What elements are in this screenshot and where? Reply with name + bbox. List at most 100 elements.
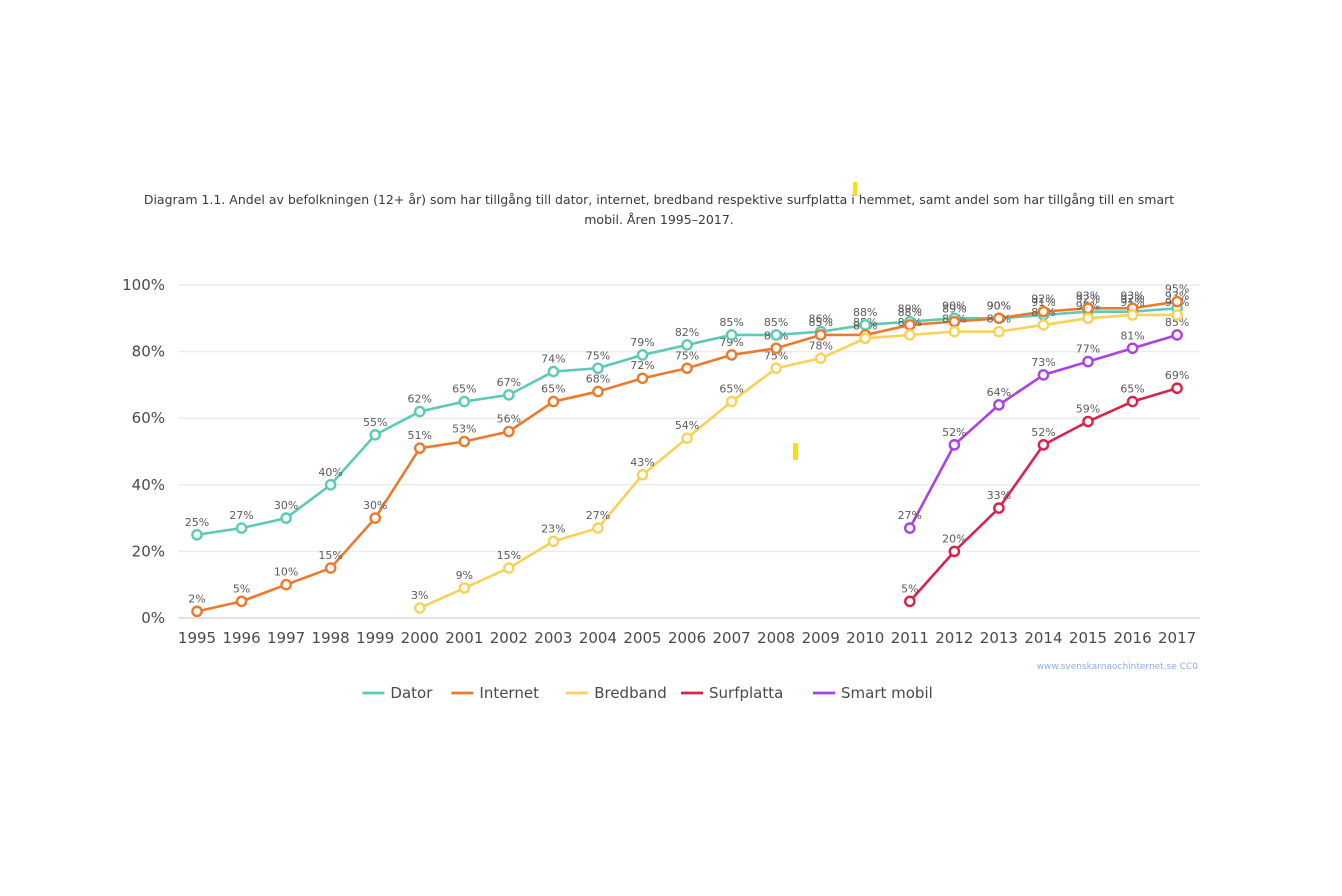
data-label-internet: 79% [719, 336, 743, 349]
data-point-internet [636, 372, 649, 385]
data-label-dator: 91% [1031, 296, 1055, 309]
source-credit: www.svenskarnaochinternet.se CC0 [1037, 662, 1199, 672]
data-point-internet [280, 578, 292, 591]
data-point-internet [592, 385, 604, 398]
data-label-internet: 15% [318, 549, 342, 562]
data-label-internet: 68% [586, 373, 610, 386]
data-label-smart-mobil: 27% [898, 509, 922, 522]
data-point-smart-mobil [904, 522, 916, 534]
data-label-surfplatta: 65% [1120, 383, 1144, 396]
x-tick-label: 2016 [1113, 629, 1151, 647]
data-label-bredband: 27% [586, 509, 610, 522]
data-point-dator [503, 389, 515, 401]
x-tick-label: 1997 [267, 629, 305, 647]
data-label-internet: 65% [541, 383, 565, 396]
data-point-internet [1082, 302, 1094, 315]
data-point-surfplatta [993, 502, 1005, 514]
x-tick-label: 2010 [846, 629, 884, 647]
data-points [191, 295, 1183, 618]
data-point-internet [503, 425, 515, 438]
data-point-internet [993, 312, 1005, 325]
data-point-bredband [547, 535, 560, 548]
data-label-dator: 89% [898, 303, 922, 316]
x-tick-label: 2012 [935, 629, 973, 647]
data-label-dator: 85% [764, 316, 788, 329]
data-label-bredband: 3% [411, 589, 428, 602]
legend: Dator Internet Bredband Surfplatta Smart mob… [362, 684, 933, 702]
data-point-internet [904, 319, 916, 331]
data-label-dator: 25% [185, 516, 209, 529]
data-point-internet [814, 329, 827, 341]
data-label-bredband: 54% [675, 419, 699, 432]
data-point-surfplatta [1126, 395, 1139, 408]
data-label-internet: 10% [274, 566, 298, 579]
data-point-bredband [725, 395, 738, 408]
data-label-bredband: 9% [456, 569, 473, 582]
data-label-internet: 95% [1165, 283, 1189, 296]
series-line-surfplatta [908, 386, 1178, 603]
data-point-internet [369, 512, 382, 524]
data-point-bredband [814, 352, 827, 365]
data-point-smart-mobil [948, 439, 961, 451]
x-tick-label: 1998 [312, 629, 350, 647]
data-label-dator: 92% [1076, 293, 1100, 306]
data-point-internet [1171, 295, 1183, 308]
data-label-surfplatta: 69% [1165, 369, 1189, 382]
data-label-smart-mobil: 85% [1165, 316, 1189, 329]
x-tick-label: 1995 [178, 629, 216, 647]
x-tick-label: 2005 [623, 629, 661, 647]
series-line-bredband [419, 313, 1178, 610]
data-label-dator: 82% [675, 326, 699, 339]
data-label-internet: 93% [1120, 289, 1144, 302]
data-point-smart-mobil [1037, 369, 1050, 381]
data-point-dator [369, 429, 382, 441]
data-label-bredband: 78% [808, 339, 832, 352]
x-tick-label: 2015 [1069, 629, 1107, 647]
data-point-dator [324, 478, 337, 491]
x-tick-label: 2017 [1158, 629, 1196, 647]
data-point-dator [235, 522, 248, 534]
x-tick-label: 2013 [980, 629, 1018, 647]
data-label-dator: 74% [541, 353, 565, 366]
x-tick-label: 2003 [534, 629, 572, 647]
data-label-dator: 40% [318, 466, 342, 479]
yellow-marker [793, 443, 798, 460]
gridlines [178, 284, 1200, 619]
data-point-dator [636, 349, 649, 361]
data-point-internet [413, 442, 426, 454]
data-point-dator [191, 528, 203, 541]
data-point-bredband [636, 469, 649, 481]
data-label-smart-mobil: 64% [987, 386, 1011, 399]
data-point-dator [458, 395, 471, 408]
data-point-bredband [592, 522, 604, 534]
data-label-dator: 75% [586, 349, 610, 362]
x-tick-label: 2011 [891, 629, 929, 647]
data-label-internet: 53% [452, 423, 476, 436]
data-point-internet [324, 562, 337, 574]
data-label-dator: 55% [363, 416, 387, 429]
legend-label-internet: Internet [479, 684, 539, 702]
data-label-smart-mobil: 81% [1120, 329, 1144, 342]
data-label-internet: 72% [630, 359, 654, 372]
data-label-surfplatta: 33% [987, 489, 1011, 502]
data-point-internet [547, 395, 560, 408]
x-tick-label: 1999 [356, 629, 394, 647]
data-point-internet [458, 435, 471, 448]
data-label-surfplatta: 20% [942, 532, 966, 545]
data-label-dator: 90% [987, 299, 1011, 312]
data-label-smart-mobil: 52% [942, 426, 966, 439]
data-label-bredband: 43% [630, 456, 654, 469]
data-label-dator: 65% [452, 383, 476, 396]
data-point-internet [235, 595, 248, 608]
data-point-internet [725, 349, 738, 361]
data-point-dator [859, 319, 872, 331]
data-label-internet: 5% [233, 582, 250, 595]
data-point-internet [1037, 305, 1050, 318]
data-label-internet: 89% [942, 303, 966, 316]
data-label-internet: 88% [898, 306, 922, 319]
x-tick-label: 2002 [490, 629, 528, 647]
legend-label-surfplatta: Surfplatta [709, 684, 783, 702]
y-axis: 0% 20% 40% 60% 80% 100% [122, 276, 165, 627]
data-label-smart-mobil: 77% [1076, 343, 1100, 356]
data-label-internet: 30% [363, 499, 387, 512]
